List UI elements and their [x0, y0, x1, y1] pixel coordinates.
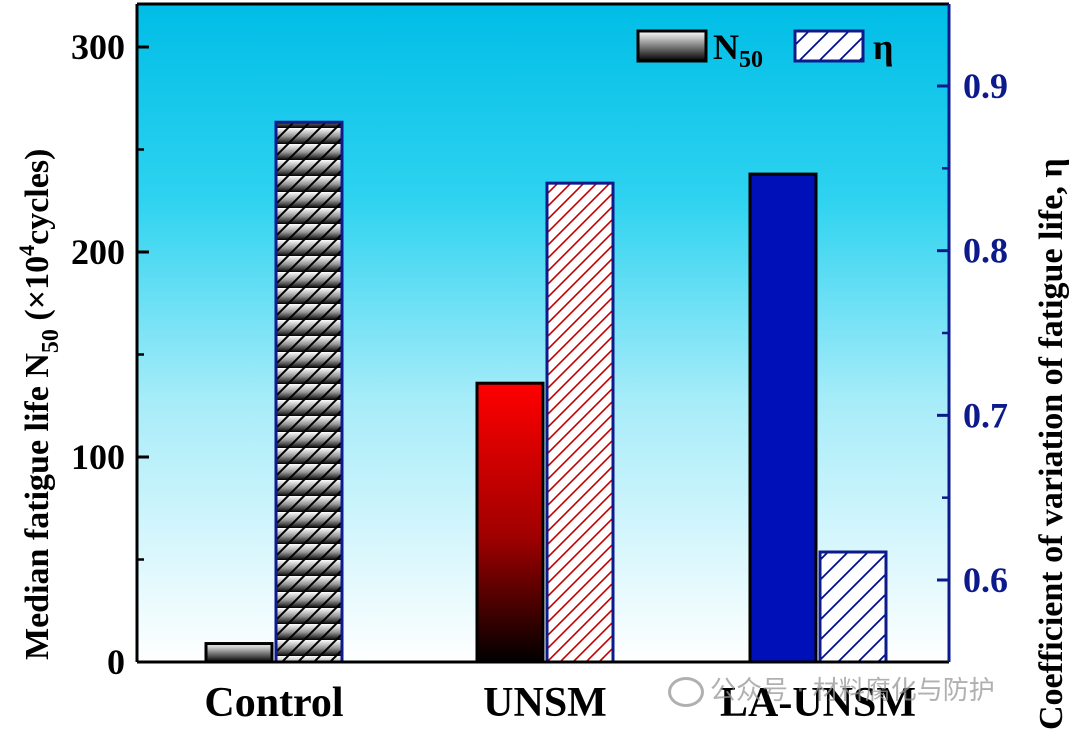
right-tick-label: 0.8: [963, 231, 1008, 271]
bar-eta-la-unsm: [818, 550, 888, 664]
legend-swatch-n50: [636, 29, 708, 63]
legend-swatch-eta: [793, 29, 865, 63]
y-axis-title-right: Coefficient of variation of fatigue life…: [1033, 158, 1070, 730]
watermark: 公众号 · 材料腐化与防护: [668, 670, 995, 707]
bar-n50-unsm: [475, 381, 545, 664]
wechat-icon: [668, 676, 704, 707]
category-label-la-unsm: LA-UNSM: [720, 680, 916, 726]
legend-label-n50: N50: [713, 27, 763, 73]
right-tick-label: 0.9: [963, 66, 1008, 106]
category-label-control: Control: [204, 680, 343, 726]
legend: N50 η: [636, 27, 893, 73]
category-label-unsm: UNSM: [483, 680, 607, 726]
left-tick-label: 200: [71, 232, 125, 272]
bar-eta-control: [274, 120, 344, 664]
y-axis-title-left: Median fatigue life N50 (×104cycles): [14, 149, 64, 660]
bars-group: [204, 120, 888, 664]
ticks-group: 0 100 200 300 0.6 0.7 0.8 0.9: [71, 27, 1008, 682]
legend-label-eta: η: [873, 27, 893, 67]
bar-n50-la-unsm: [748, 172, 818, 664]
left-tick-label: 0: [107, 642, 125, 682]
right-tick-label: 0.6: [963, 560, 1008, 600]
left-tick-label: 300: [71, 27, 125, 67]
watermark-text: 公众号 · 材料腐化与防护: [710, 676, 995, 706]
left-tick-label: 100: [71, 437, 125, 477]
bar-n50-control: [204, 642, 274, 664]
right-tick-label: 0.7: [963, 395, 1008, 435]
bar-eta-unsm: [545, 181, 615, 664]
